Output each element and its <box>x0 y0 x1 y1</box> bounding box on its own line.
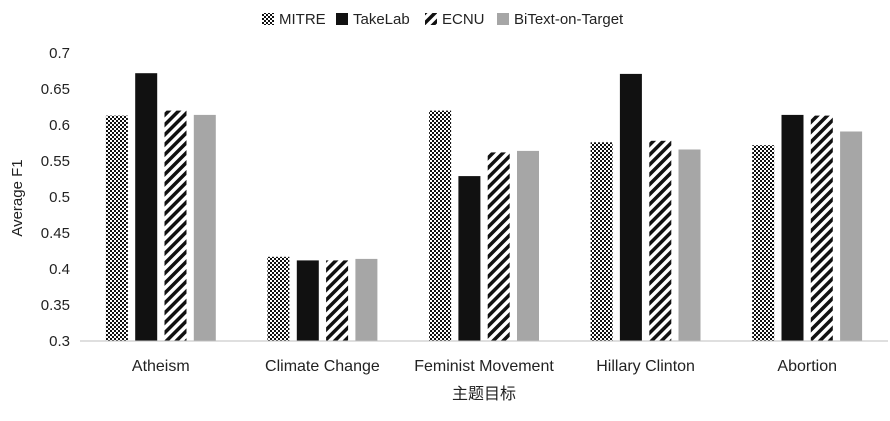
bar-takelab-feminist-movement <box>458 176 481 341</box>
x-tick-label-feminist-movement: Feminist Movement <box>414 358 554 375</box>
y-tick-label: 0.3 <box>49 333 70 350</box>
y-axis: 0.3 0.35 0.4 0.45 0.5 0.55 0.6 0.65 0.7 <box>41 45 70 350</box>
bar-mitre-climate-change <box>267 256 290 341</box>
bars <box>105 73 863 342</box>
bar-takelab-atheism <box>135 73 158 341</box>
bar-bitext-on-target-atheism <box>193 114 216 342</box>
bar-bitext-on-target-abortion <box>840 131 863 341</box>
bar-ecnu-atheism <box>164 110 187 341</box>
x-tick-label-atheism: Atheism <box>132 358 190 375</box>
bar-ecnu-abortion <box>810 115 833 341</box>
x-axis-label: 主题目标 <box>452 385 516 403</box>
bar-takelab-abortion <box>781 114 804 342</box>
bar-mitre-atheism <box>105 115 128 341</box>
legend-swatch-ecnu <box>425 13 437 25</box>
legend: MITRE TakeLab ECNU BiText-on-Target <box>262 11 624 28</box>
legend-label-bitext-on-target: BiText-on-Target <box>514 11 624 28</box>
y-tick-label: 0.45 <box>41 225 70 242</box>
bar-ecnu-feminist-movement <box>487 152 510 341</box>
bar-bitext-on-target-hillary-clinton <box>678 149 701 341</box>
y-tick-label: 0.4 <box>49 261 70 278</box>
y-tick-label: 0.6 <box>49 117 70 134</box>
bar-takelab-hillary-clinton <box>619 73 642 342</box>
legend-swatch-mitre <box>262 13 274 25</box>
bar-bitext-on-target-feminist-movement <box>517 150 539 341</box>
legend-label-ecnu: ECNU <box>442 11 485 28</box>
bar-bitext-on-target-climate-change <box>355 258 378 341</box>
bar-takelab-climate-change <box>296 260 319 341</box>
x-tick-label-abortion: Abortion <box>777 358 837 375</box>
legend-label-takelab: TakeLab <box>353 11 410 28</box>
y-tick-label: 0.35 <box>41 297 70 314</box>
bar-mitre-hillary-clinton <box>590 142 613 341</box>
bar-mitre-feminist-movement <box>429 110 452 341</box>
x-axis: Atheism Climate Change Feminist Movement Hi… <box>80 340 888 375</box>
y-tick-label: 0.55 <box>41 153 70 170</box>
legend-item-ecnu: ECNU <box>425 11 485 28</box>
bar-ecnu-hillary-clinton <box>649 140 672 341</box>
x-tick-label-hillary-clinton: Hillary Clinton <box>596 358 695 375</box>
bar-ecnu-climate-change <box>326 260 349 341</box>
y-tick-label: 0.7 <box>49 45 70 62</box>
legend-swatch-bitext-on-target <box>497 13 509 25</box>
bar-mitre-abortion <box>752 145 775 341</box>
legend-label-mitre: MITRE <box>279 11 326 28</box>
legend-item-bitext-on-target: BiText-on-Target <box>497 11 624 28</box>
legend-item-takelab: TakeLab <box>336 11 410 28</box>
y-tick-label: 0.65 <box>41 81 70 98</box>
x-tick-label-climate-change: Climate Change <box>265 358 380 375</box>
legend-item-mitre: MITRE <box>262 11 326 28</box>
legend-swatch-takelab <box>336 13 348 25</box>
y-axis-label: Average F1 <box>9 159 26 236</box>
y-tick-label: 0.5 <box>49 189 70 206</box>
